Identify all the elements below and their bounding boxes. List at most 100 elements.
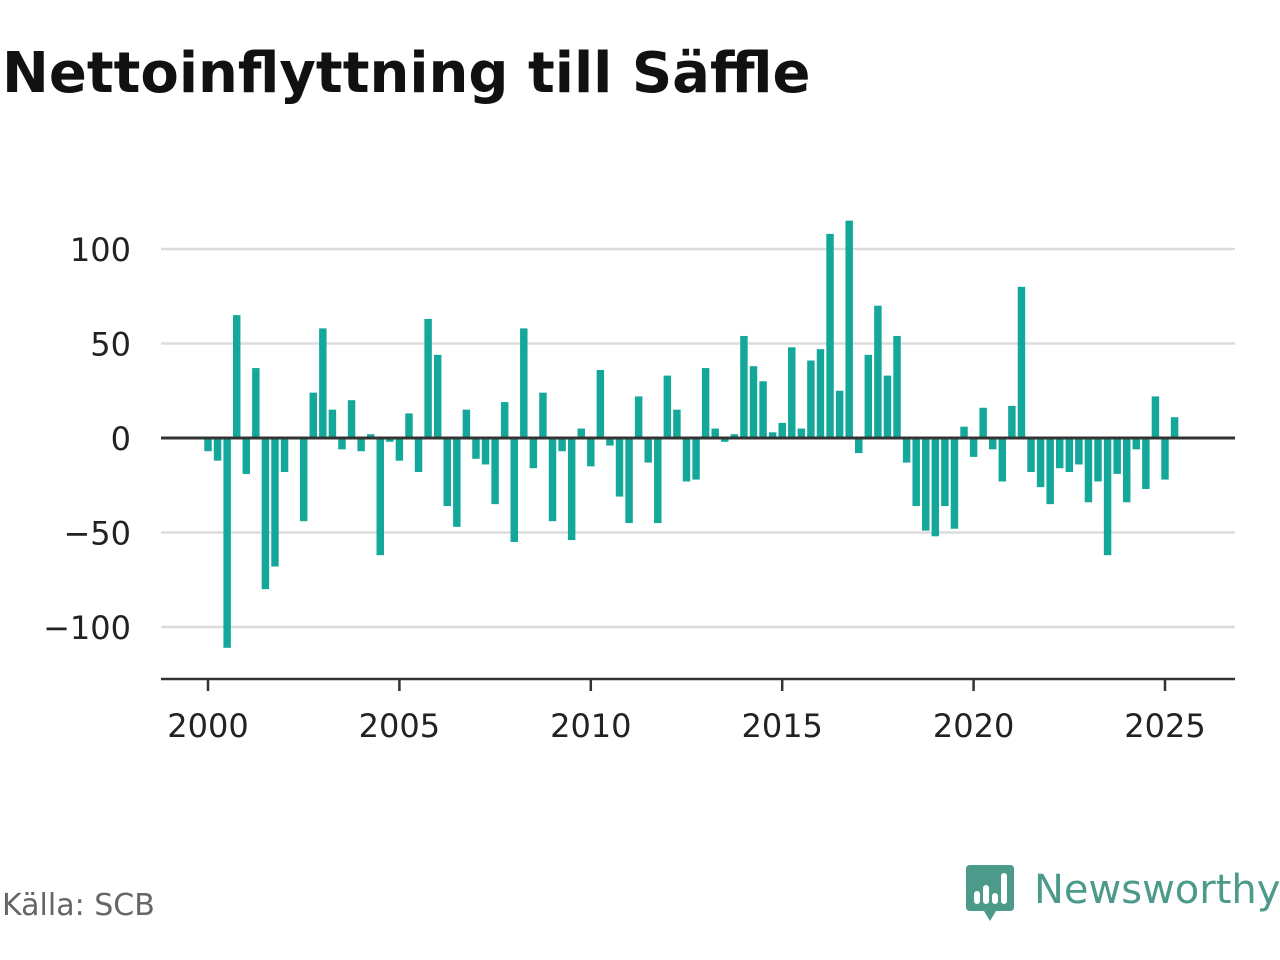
brand-logo[interactable]: Newsworthy (964, 862, 1280, 926)
bar (826, 233, 834, 438)
bar (759, 381, 767, 438)
bar (730, 434, 739, 438)
bar (424, 318, 432, 438)
bar (443, 438, 451, 507)
bar (539, 392, 547, 438)
bar (395, 438, 404, 461)
bar (788, 347, 796, 438)
bar (357, 438, 365, 452)
bar (261, 438, 270, 590)
bar (740, 335, 748, 438)
y-tick-label: 0 (111, 420, 131, 458)
bar (1170, 417, 1179, 438)
bar (309, 392, 317, 438)
source-label: Källa: SCB (2, 888, 155, 923)
x-tick-label: 2015 (741, 707, 822, 745)
bar (902, 438, 911, 463)
bar (692, 438, 700, 480)
bar (855, 438, 863, 454)
x-tick-labels: 2000 2005 2010 2015 2020 2025 (167, 707, 1205, 745)
bar (845, 220, 853, 438)
bar (1142, 438, 1150, 490)
bar (1017, 286, 1026, 438)
bar (711, 428, 719, 438)
bar (969, 438, 978, 457)
bar (299, 438, 308, 522)
y-tick-label: −100 (43, 609, 131, 647)
bar (883, 375, 892, 438)
bar (1075, 438, 1083, 465)
bar (941, 438, 949, 507)
bar (1151, 396, 1160, 438)
x-tick-label: 2025 (1124, 707, 1205, 745)
bar (1008, 405, 1016, 438)
bar (1027, 438, 1035, 473)
bar (510, 438, 518, 542)
newsworthy-chart-bubble-icon (966, 865, 1014, 921)
bar (271, 438, 279, 567)
bar (1046, 438, 1054, 505)
bar (931, 438, 940, 537)
bar (405, 413, 413, 438)
bar (673, 409, 681, 438)
bar (960, 426, 968, 438)
bar (778, 422, 786, 438)
x-tick-label: 2005 (359, 707, 440, 745)
bar (912, 438, 920, 507)
x-tick-label: 2020 (933, 707, 1014, 745)
x-tick-label: 2010 (550, 707, 631, 745)
bar (338, 438, 346, 450)
bar (1132, 438, 1141, 450)
bar (232, 315, 241, 438)
brand-name: Newsworthy (1034, 867, 1280, 913)
bar (1084, 438, 1093, 503)
grid-lines (161, 247, 1235, 629)
bar (1056, 438, 1064, 469)
bar (874, 305, 882, 438)
bar (500, 402, 509, 438)
bar (701, 368, 710, 438)
bar (319, 328, 327, 438)
bar (1161, 438, 1169, 480)
bar (835, 390, 844, 438)
bar (242, 438, 251, 474)
bar (520, 328, 528, 438)
bar (634, 396, 643, 438)
bar (721, 438, 729, 442)
bar (366, 434, 375, 438)
bar (567, 438, 576, 541)
bar (1065, 438, 1074, 473)
x-tick-label: 2000 (167, 707, 248, 745)
bar (1113, 438, 1121, 474)
bar (663, 375, 672, 438)
bar (893, 335, 901, 438)
bar (998, 438, 1007, 482)
bar (596, 369, 605, 438)
bar (816, 349, 825, 438)
bar (280, 438, 289, 473)
bar (548, 438, 557, 522)
bar (1122, 438, 1131, 503)
bar (682, 438, 691, 482)
bar (328, 409, 337, 438)
bar (204, 438, 212, 452)
bar (347, 400, 356, 438)
bar (1103, 438, 1112, 556)
bar (749, 366, 758, 438)
bar (453, 438, 461, 527)
y-tick-label: 50 (90, 326, 131, 364)
y-tick-label: 100 (70, 231, 131, 269)
y-tick-labels: 100 50 0 −50 −100 (43, 231, 131, 647)
bar (223, 438, 231, 648)
bar (577, 428, 585, 438)
chart-title: Nettoinflyttning till Säffle (2, 41, 811, 106)
bar (213, 438, 222, 461)
bar (989, 438, 997, 450)
bar (606, 438, 614, 446)
bar (414, 438, 423, 473)
bar (615, 438, 624, 497)
bar (472, 438, 480, 459)
bar (807, 360, 815, 438)
bar (462, 409, 471, 438)
